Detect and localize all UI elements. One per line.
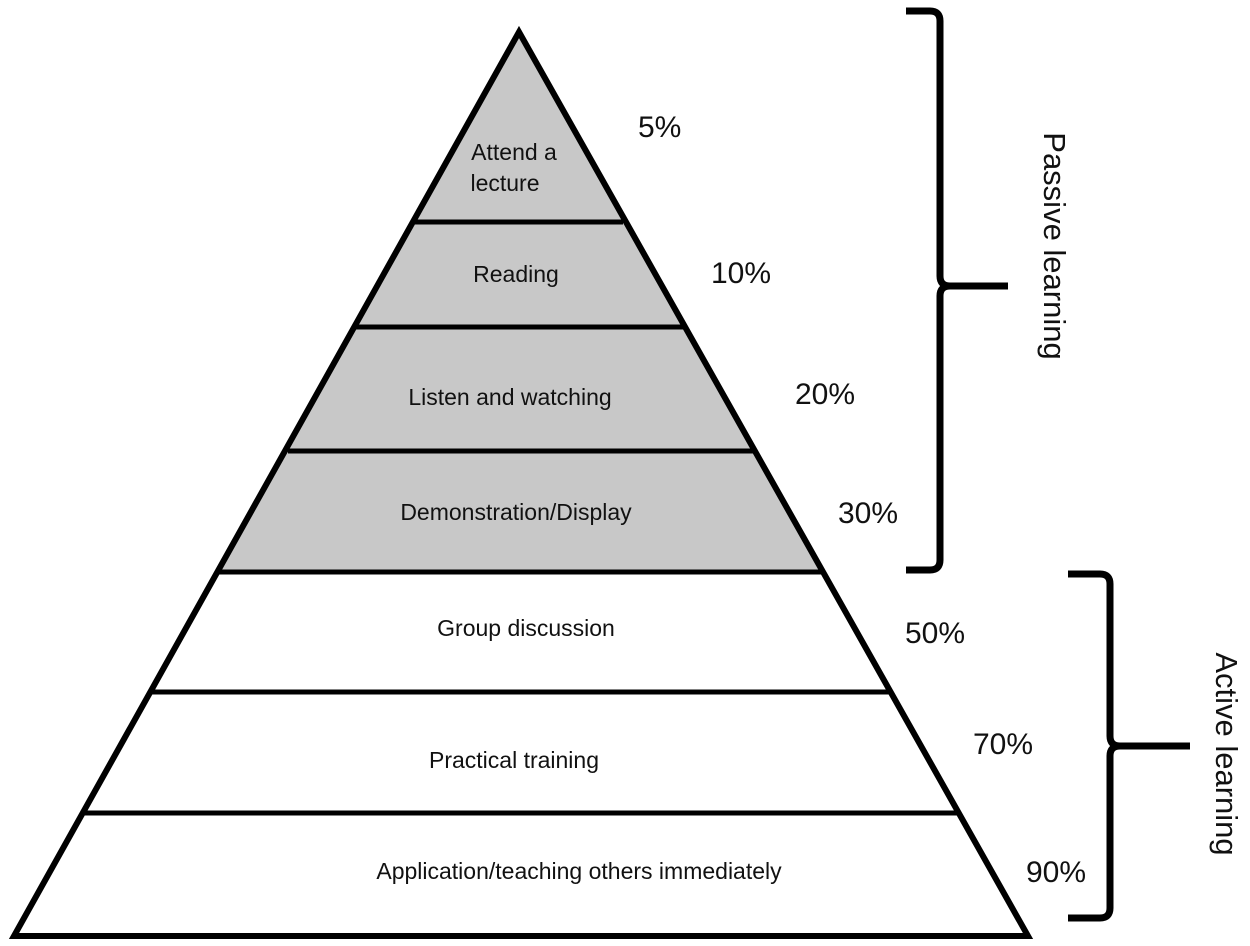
layer-label-listen: Listen and watching <box>408 384 611 410</box>
passive-learning-label: Passive learning <box>1037 132 1072 359</box>
layer-label-attend-line2: lecture <box>470 170 539 196</box>
pyramid-outline <box>8 25 1034 939</box>
percent-20: 20% <box>795 378 855 411</box>
layer-group-discussion <box>150 572 890 692</box>
layer-application <box>14 813 1028 936</box>
percent-50: 50% <box>905 617 965 650</box>
active-learning-brace <box>1068 570 1190 922</box>
layer-attend-lecture <box>415 32 623 222</box>
percent-30: 30% <box>838 497 898 530</box>
layer-label-application: Application/teaching others immediately <box>376 858 782 884</box>
percent-70: 70% <box>973 728 1033 761</box>
layer-reading <box>356 222 684 327</box>
layer-demonstration <box>218 451 824 572</box>
percent-5: 5% <box>638 111 681 144</box>
layer-label-demonstration: Demonstration/Display <box>400 499 632 525</box>
layer-listen-watching <box>288 327 754 451</box>
percent-90: 90% <box>1026 856 1086 889</box>
layer-label-practical: Practical training <box>429 747 599 773</box>
passive-learning-brace <box>906 7 1008 574</box>
layer-practical-training <box>82 692 957 813</box>
layer-label-attend-line1: Attend a <box>471 139 557 165</box>
active-learning-label: Active learning <box>1209 652 1244 855</box>
layer-label-reading: Reading <box>473 261 559 287</box>
layer-label-group-discussion: Group discussion <box>437 615 615 641</box>
layer-dividers <box>82 219 957 816</box>
percent-10: 10% <box>711 257 771 290</box>
